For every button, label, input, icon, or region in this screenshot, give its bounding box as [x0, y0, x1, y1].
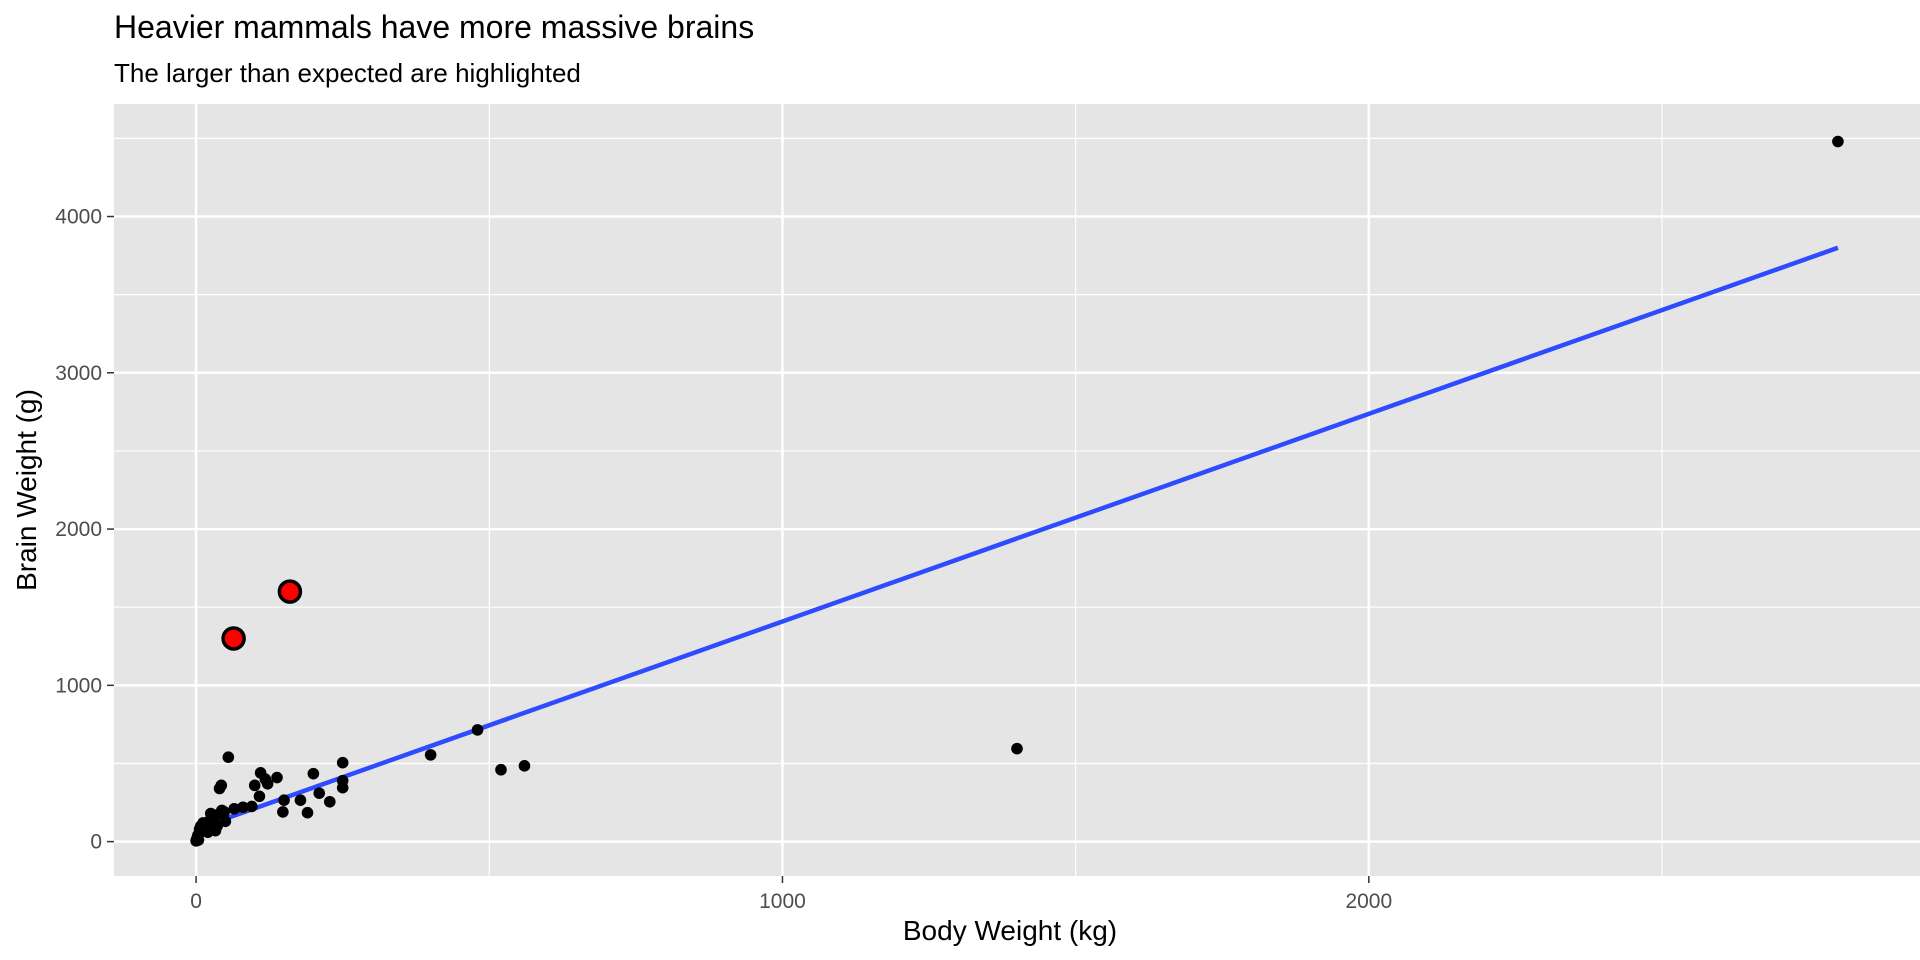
data-point	[253, 790, 266, 803]
points-layer	[190, 135, 1844, 847]
y-tick-label: 4000	[55, 206, 102, 229]
data-point	[1832, 135, 1844, 148]
data-point	[228, 803, 241, 815]
y-tick-label: 2000	[55, 518, 102, 541]
grid-major	[114, 104, 1920, 876]
data-point	[294, 794, 307, 807]
data-point	[248, 779, 261, 792]
axis-tick-labels: 0 1000 2000 0 1000 2000 3000 4000	[55, 206, 1392, 913]
y-tick-label: 0	[90, 831, 102, 854]
data-point	[237, 801, 249, 814]
x-tick-label: 2000	[1345, 890, 1392, 913]
data-point	[495, 763, 507, 776]
data-point	[471, 724, 484, 736]
trend-layer	[195, 245, 1839, 832]
data-point	[277, 806, 289, 818]
data-point	[313, 787, 326, 799]
x-tick-label: 1000	[759, 890, 806, 913]
y-axis-label: Brain Weight (g)	[11, 389, 42, 591]
highlight-point	[277, 579, 303, 604]
data-point	[215, 779, 228, 792]
x-tick-label: 0	[190, 890, 202, 913]
highlight-point	[221, 626, 246, 651]
data-point	[518, 760, 531, 772]
y-tick-label: 3000	[55, 362, 102, 385]
data-point	[323, 795, 336, 808]
data-point	[336, 774, 349, 787]
y-tick-label: 1000	[55, 674, 102, 697]
data-point	[261, 777, 274, 790]
data-point	[336, 756, 349, 769]
data-point	[424, 749, 437, 761]
chart-title: Heavier mammals have more massive brains	[114, 9, 754, 45]
data-point	[245, 800, 258, 813]
chart-subtitle: The larger than expected are highlighted	[114, 58, 581, 88]
data-point	[219, 815, 232, 828]
data-point	[218, 806, 231, 818]
grid-minor	[114, 104, 1920, 876]
axis-ticks	[107, 215, 1370, 883]
data-point	[301, 806, 314, 819]
data-point	[278, 794, 290, 807]
trend-line	[195, 245, 1839, 832]
data-point	[222, 751, 235, 764]
data-point	[1011, 742, 1023, 755]
data-point	[307, 767, 320, 780]
x-axis-label: Body Weight (kg)	[903, 915, 1117, 946]
data-point	[271, 771, 283, 784]
